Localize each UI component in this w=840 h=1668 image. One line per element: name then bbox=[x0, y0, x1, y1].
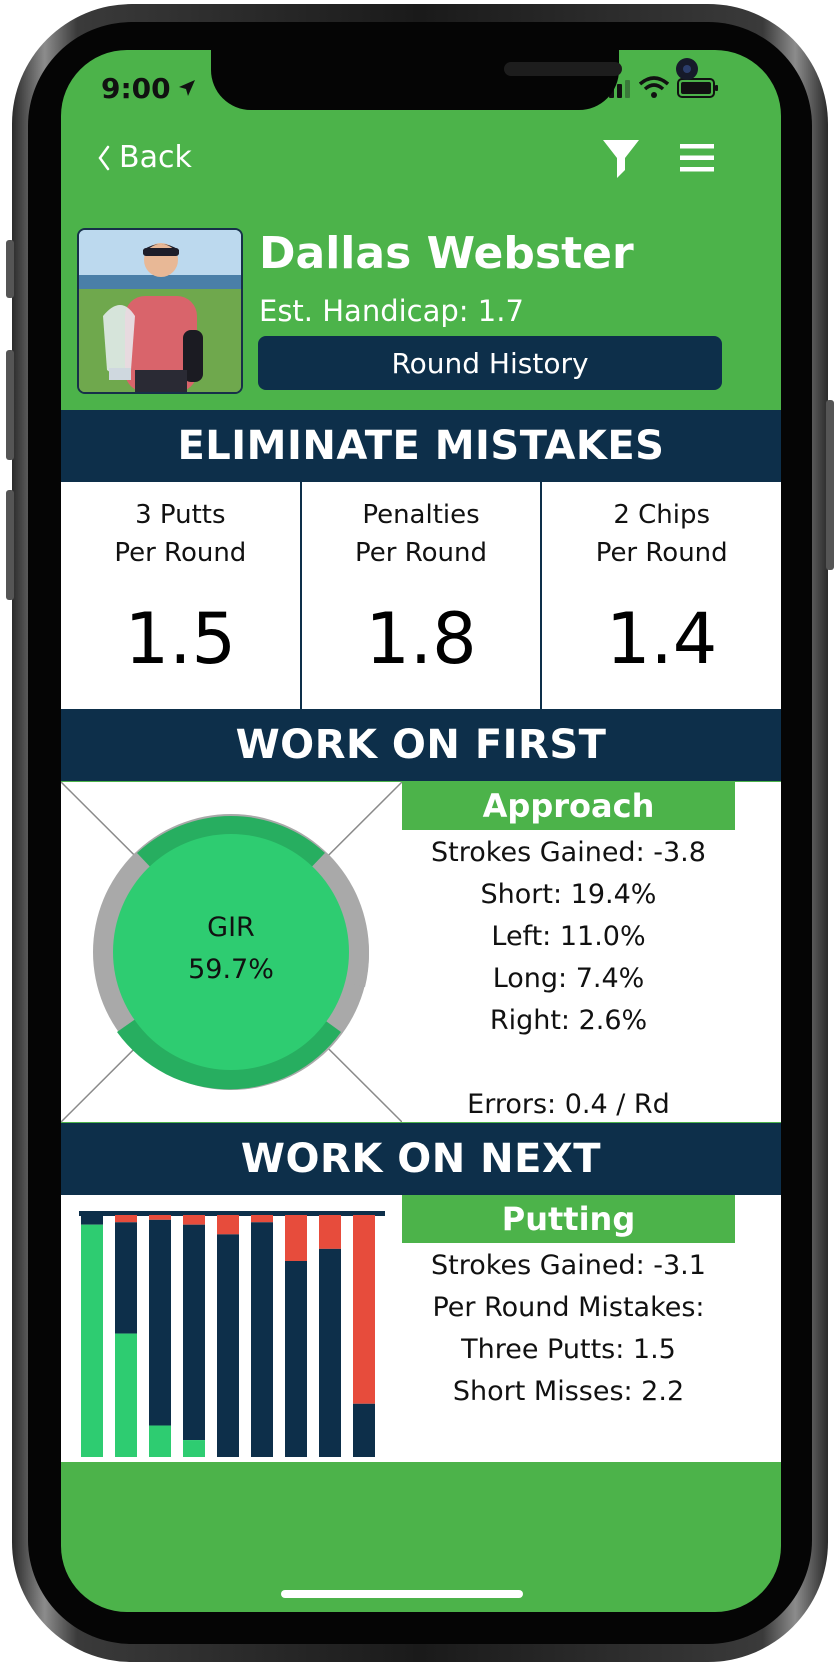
putting-bar-4-green-segment bbox=[183, 1440, 205, 1457]
approach-errors-row: Errors: 0.4 / Rd bbox=[402, 1084, 735, 1122]
gir-value: 59.7% bbox=[188, 954, 274, 985]
putting-bar-1-navy-segment bbox=[81, 1215, 103, 1225]
mistake-stats: 3 Putts Per Round 1.5 Penalties Per Roun… bbox=[61, 482, 781, 709]
wifi-icon bbox=[639, 76, 669, 98]
two-chips-value: 1.4 bbox=[606, 598, 718, 680]
putting-strokes-gained: Strokes Gained: -3.1 bbox=[431, 1250, 706, 1281]
putting-three-putts: Three Putts: 1.5 bbox=[461, 1334, 676, 1365]
chevron-left-icon bbox=[98, 145, 110, 170]
work-on-next-header: WORK ON NEXT bbox=[61, 1123, 781, 1195]
display-notch bbox=[211, 50, 698, 110]
putting-bar-3-green-segment bbox=[149, 1425, 171, 1457]
stat-label-line1: Penalties bbox=[362, 500, 480, 530]
putting-bar-7-navy-segment bbox=[285, 1260, 307, 1457]
earpiece-speaker bbox=[504, 62, 622, 76]
player-avatar[interactable] bbox=[77, 228, 243, 394]
putting-details: Strokes Gained: -3.1 Per Round Mistakes:… bbox=[402, 1245, 735, 1413]
app-screen: 9:00 Back bbox=[61, 50, 781, 1612]
putting-category-label: Putting bbox=[402, 1195, 735, 1243]
putting-bar-9-red-segment bbox=[353, 1215, 375, 1404]
putting-bar-5-red-segment bbox=[217, 1215, 239, 1235]
stat-label: Penalties Per Round bbox=[302, 496, 541, 572]
putting-bar-6-red-segment bbox=[251, 1215, 273, 1223]
work-on-next-panel[interactable]: Putting Strokes Gained: -3.1 Per Round M… bbox=[61, 1195, 781, 1462]
filter-icon[interactable] bbox=[601, 138, 641, 180]
volume-down-button bbox=[6, 490, 14, 600]
putting-bar-chart bbox=[79, 1211, 385, 1457]
approach-long: Long: 7.4% bbox=[492, 963, 645, 994]
putting-bar-9-navy-segment bbox=[353, 1403, 375, 1457]
back-button[interactable]: Back bbox=[97, 140, 192, 175]
putting-bar-2-navy-segment bbox=[115, 1222, 137, 1334]
approach-short: Short: 19.4% bbox=[480, 879, 657, 910]
stat-label: 2 Chips Per Round bbox=[542, 496, 781, 572]
stat-label-line2: Per Round bbox=[355, 538, 487, 568]
gir-label: GIR bbox=[207, 912, 255, 943]
putting-bar-2-green-segment bbox=[115, 1333, 137, 1457]
home-indicator[interactable] bbox=[281, 1590, 523, 1598]
gir-stat: GIR 59.7% bbox=[131, 907, 331, 991]
putting-bar-1-green-segment bbox=[81, 1224, 103, 1457]
chart-top-axis bbox=[79, 1211, 385, 1216]
putting-bar-7-red-segment bbox=[285, 1215, 307, 1261]
approach-errors: Errors: 0.4 / Rd bbox=[467, 1089, 670, 1120]
gir-center-circle bbox=[113, 834, 349, 1070]
front-camera bbox=[676, 58, 698, 80]
approach-strokes-gained: Strokes Gained: -3.8 bbox=[431, 837, 706, 868]
putting-bar-4-navy-segment bbox=[183, 1224, 205, 1441]
location-arrow-icon bbox=[179, 80, 195, 96]
putting-bar-3-navy-segment bbox=[149, 1219, 171, 1426]
hamburger-menu-icon[interactable] bbox=[680, 144, 714, 172]
approach-right: Right: 2.6% bbox=[489, 1005, 648, 1036]
stat-label-line1: 2 Chips bbox=[613, 500, 711, 530]
player-photo bbox=[79, 230, 241, 392]
volume-up-button bbox=[6, 350, 14, 460]
putting-bar-8-red-segment bbox=[319, 1215, 341, 1249]
putting-short-misses: Short Misses: 2.2 bbox=[452, 1376, 685, 1407]
three-putts-card[interactable]: 3 Putts Per Round 1.5 bbox=[61, 482, 302, 709]
handicap-text: Est. Handicap: 1.7 bbox=[259, 294, 524, 328]
approach-category-label: Approach bbox=[402, 782, 735, 830]
putting-bar-5-navy-segment bbox=[217, 1234, 239, 1457]
three-putts-value: 1.5 bbox=[124, 598, 236, 680]
two-chips-card[interactable]: 2 Chips Per Round 1.4 bbox=[542, 482, 781, 709]
approach-details: Strokes Gained: -3.8 Short: 19.4% Left: … bbox=[402, 832, 735, 1042]
putting-bar-4-red-segment bbox=[183, 1215, 205, 1225]
battery-icon bbox=[677, 78, 718, 98]
power-button bbox=[826, 400, 834, 570]
putting-bar-6-navy-segment bbox=[251, 1222, 273, 1457]
putting-mistakes-heading: Per Round Mistakes: bbox=[432, 1292, 705, 1323]
work-on-first-panel[interactable]: GIR 59.7% Approach Strokes Gained: -3.8 … bbox=[61, 782, 781, 1122]
penalties-value: 1.8 bbox=[365, 598, 477, 680]
back-label: Back bbox=[119, 140, 192, 175]
stat-label-line1: 3 Putts bbox=[135, 500, 226, 530]
stat-label: 3 Putts Per Round bbox=[61, 496, 300, 572]
mute-switch bbox=[6, 240, 14, 298]
round-history-button[interactable]: Round History bbox=[258, 336, 722, 390]
gir-target-diagram bbox=[61, 782, 402, 1122]
putting-bar-8-navy-segment bbox=[319, 1248, 341, 1457]
work-on-first-header: WORK ON FIRST bbox=[61, 709, 781, 781]
putting-bar-2-red-segment bbox=[115, 1215, 137, 1223]
player-name: Dallas Webster bbox=[259, 228, 634, 279]
putting-bar-3-red-segment bbox=[149, 1215, 171, 1220]
stat-label-line2: Per Round bbox=[114, 538, 247, 568]
approach-left: Left: 11.0% bbox=[491, 921, 646, 952]
stat-label-line2: Per Round bbox=[595, 538, 728, 568]
penalties-card[interactable]: Penalties Per Round 1.8 bbox=[302, 482, 543, 709]
status-time: 9:00 bbox=[101, 72, 171, 105]
eliminate-mistakes-header: ELIMINATE MISTAKES bbox=[61, 410, 781, 482]
